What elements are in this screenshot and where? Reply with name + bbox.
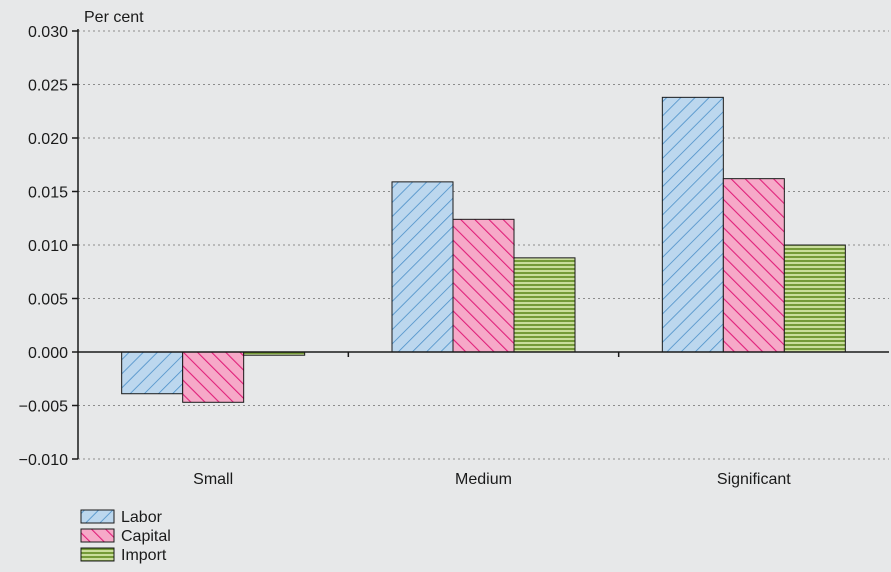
legend-swatch-labor xyxy=(80,509,115,524)
y-unit-label: Per cent xyxy=(84,9,144,26)
x-axis-labels: Small Medium Significant xyxy=(193,471,791,488)
x-category-label: Significant xyxy=(717,471,791,488)
x-category-label: Small xyxy=(193,471,233,488)
y-tick-label: 0.010 xyxy=(28,238,68,255)
legend-label-import: Import xyxy=(121,547,167,564)
bar-capital-small xyxy=(182,351,245,403)
bar-labor-small xyxy=(121,351,184,395)
bar-import-medium xyxy=(513,257,576,353)
y-axis-ticks: 0.030 0.025 0.020 0.015 0.010 0.005 0.000 −0.00… xyxy=(19,24,78,469)
y-tick-label: −0.005 xyxy=(19,399,68,416)
y-tick-label: 0.000 xyxy=(28,345,68,362)
bar-capital-significant xyxy=(722,178,785,353)
legend-swatch-import xyxy=(80,547,115,562)
legend-label-capital: Capital xyxy=(121,528,171,545)
legend: Labor Capital Import xyxy=(80,509,171,564)
bars xyxy=(121,96,846,403)
bar-import-significant xyxy=(783,244,846,353)
y-tick-label: 0.025 xyxy=(28,78,68,95)
y-tick-label: 0.015 xyxy=(28,185,68,202)
y-tick-label: 0.020 xyxy=(28,131,68,148)
axes xyxy=(77,29,889,459)
legend-swatch-capital xyxy=(80,528,115,543)
y-tick-label: 0.030 xyxy=(28,24,68,41)
y-tick-label: 0.005 xyxy=(28,292,68,309)
legend-label-labor: Labor xyxy=(121,509,163,526)
y-tick-label: −0.010 xyxy=(19,452,68,469)
bar-labor-medium xyxy=(391,181,454,353)
bar-capital-medium xyxy=(452,218,515,353)
bar-labor-significant xyxy=(661,96,724,353)
x-category-label: Medium xyxy=(455,471,512,488)
